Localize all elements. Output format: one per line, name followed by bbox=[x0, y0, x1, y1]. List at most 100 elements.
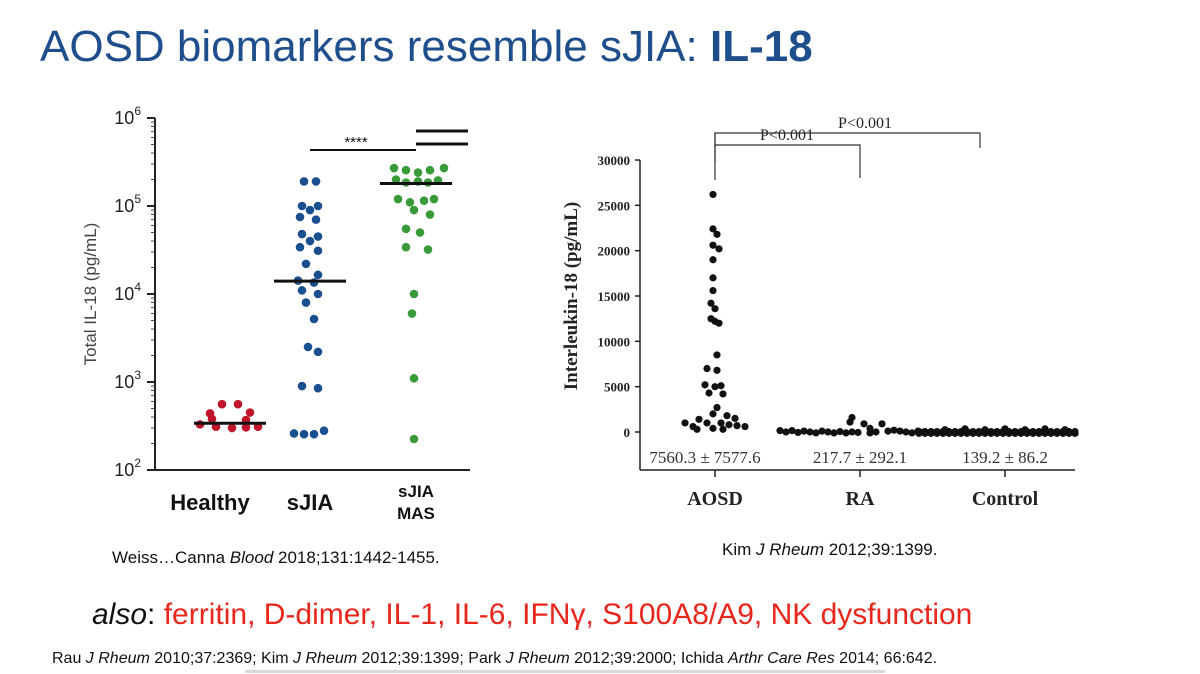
y-tick-label: 104 bbox=[114, 280, 141, 304]
group-summary-label: 139.2 ± 86.2 bbox=[962, 448, 1048, 467]
data-point bbox=[1053, 429, 1061, 437]
data-point bbox=[425, 210, 435, 219]
title-main: AOSD biomarkers resemble sJIA: bbox=[40, 22, 710, 71]
data-point bbox=[295, 212, 305, 222]
data-point bbox=[794, 428, 802, 437]
also-biomarkers-line: also: ferritin, D-dimer, IL-1, IL-6, IFN… bbox=[92, 598, 972, 632]
data-point bbox=[711, 305, 719, 313]
data-point bbox=[311, 215, 321, 224]
data-point bbox=[429, 194, 439, 204]
data-point bbox=[295, 242, 305, 252]
data-point bbox=[401, 242, 411, 252]
data-point bbox=[878, 420, 886, 428]
data-point bbox=[299, 429, 309, 439]
data-point bbox=[709, 241, 717, 249]
y-tick-label: 106 bbox=[114, 104, 141, 128]
data-point bbox=[715, 319, 723, 327]
data-point bbox=[711, 383, 719, 391]
data-point bbox=[927, 429, 935, 437]
data-point bbox=[1061, 426, 1069, 434]
data-point bbox=[297, 229, 307, 239]
data-point bbox=[723, 412, 731, 420]
data-point bbox=[1035, 429, 1043, 437]
data-point bbox=[713, 366, 721, 374]
data-point bbox=[217, 399, 227, 409]
data-point bbox=[1021, 426, 1029, 434]
il18-linear-scatter-chart: 0 5000 10000 15000 20000 25000 30000 Interleuki… bbox=[561, 115, 1079, 510]
il18-log-scatter-chart: 102 103 104 105 106 Total IL-18 (pg/mL) Health… bbox=[81, 104, 470, 523]
data-point bbox=[393, 194, 403, 204]
data-point bbox=[818, 427, 826, 435]
data-point bbox=[902, 428, 910, 436]
y-tick-label: 102 bbox=[114, 456, 141, 480]
data-point bbox=[915, 429, 923, 437]
data-point bbox=[872, 428, 880, 436]
data-point bbox=[409, 205, 419, 215]
data-point bbox=[425, 165, 435, 175]
data-point bbox=[401, 165, 411, 175]
also-lead: also: bbox=[92, 598, 164, 631]
reference-item: Ichida Arthr Care Res 2014; 66:642. bbox=[680, 650, 938, 667]
data-point bbox=[842, 429, 850, 437]
data-point bbox=[854, 428, 862, 437]
data-point bbox=[311, 177, 321, 186]
data-point bbox=[681, 419, 689, 427]
data-point bbox=[413, 168, 423, 177]
y-tick-label: 15000 bbox=[598, 289, 631, 304]
data-point bbox=[1029, 429, 1037, 437]
data-point bbox=[1011, 429, 1019, 437]
data-point bbox=[719, 390, 727, 398]
data-point bbox=[709, 274, 717, 282]
y-tick-label: 0 bbox=[624, 425, 631, 440]
data-point bbox=[297, 286, 307, 295]
y-tick-label: 10000 bbox=[598, 334, 631, 349]
bottom-divider bbox=[245, 670, 885, 673]
data-point bbox=[800, 427, 808, 435]
data-point bbox=[860, 420, 868, 428]
data-point bbox=[303, 342, 313, 352]
data-point bbox=[245, 408, 255, 417]
x-category-label: sJIA bbox=[287, 490, 334, 515]
data-point bbox=[301, 259, 311, 269]
data-point bbox=[788, 427, 796, 435]
data-point bbox=[407, 309, 417, 318]
data-point bbox=[719, 425, 727, 433]
reference-item: Park J Rheum 2012;39:2000; bbox=[468, 650, 681, 667]
data-point bbox=[709, 424, 717, 432]
left-chart-citation: Weiss…Canna Blood 2018;131:1442-1455. bbox=[112, 548, 440, 567]
group-summary-label: 217.7 ± 292.1 bbox=[813, 448, 907, 467]
x-category-label: Healthy bbox=[170, 490, 250, 515]
y-tick-label: 105 bbox=[114, 192, 141, 216]
data-point bbox=[409, 289, 419, 299]
data-point bbox=[969, 429, 977, 437]
data-point bbox=[731, 414, 739, 422]
data-point bbox=[305, 205, 315, 215]
data-point bbox=[975, 429, 983, 437]
comparison-label: P<0.001 bbox=[838, 115, 892, 132]
data-point bbox=[896, 427, 904, 435]
data-point bbox=[405, 198, 415, 207]
data-point bbox=[419, 196, 429, 205]
reference-item: Kim J Rheum 2012;39:1399; bbox=[261, 650, 469, 667]
data-point bbox=[709, 256, 717, 264]
data-point bbox=[806, 428, 814, 436]
data-point bbox=[776, 427, 784, 435]
data-point bbox=[305, 236, 315, 246]
data-point bbox=[713, 351, 721, 359]
data-point bbox=[1041, 425, 1049, 433]
data-point bbox=[848, 428, 856, 436]
data-point bbox=[1047, 429, 1055, 437]
data-point bbox=[409, 434, 419, 444]
data-point bbox=[709, 286, 717, 295]
data-point bbox=[1071, 429, 1079, 437]
data-point bbox=[890, 426, 898, 434]
data-point bbox=[313, 383, 323, 393]
x-category-label: Control bbox=[972, 488, 1039, 510]
data-point bbox=[725, 421, 733, 429]
data-point bbox=[389, 163, 399, 173]
data-point bbox=[401, 224, 411, 234]
data-point bbox=[301, 298, 311, 307]
data-point bbox=[866, 429, 874, 437]
data-point bbox=[715, 245, 723, 253]
data-point bbox=[951, 429, 959, 437]
